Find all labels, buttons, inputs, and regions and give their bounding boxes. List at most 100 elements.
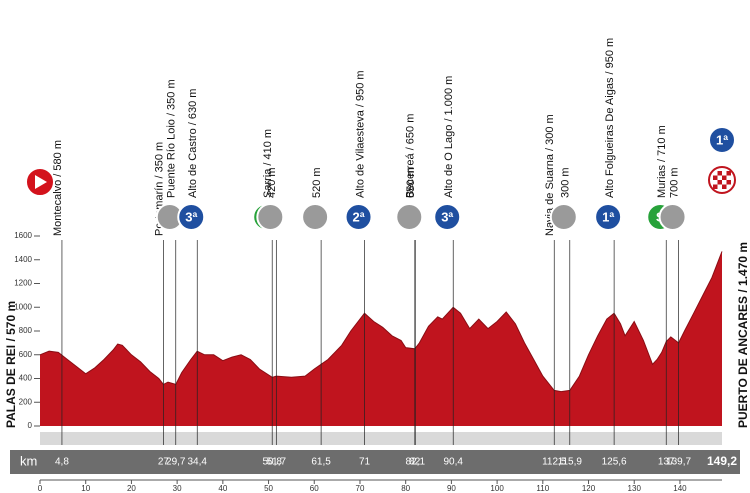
x-tick-label: 30 [173,484,182,493]
km-bar [10,450,740,474]
km-label: 27 [158,457,170,468]
icon-circle [433,203,462,231]
x-tick-label: 80 [401,484,410,493]
icon-badge: 3ª [185,209,197,224]
waypoint-label: Alto de Vilaesteva / 950 m [354,70,366,198]
waypoint-label: 420 m [266,167,278,198]
x-tick-label: 50 [264,484,273,493]
checker [717,171,722,176]
icon-circle [658,203,687,231]
icon-circle [708,126,736,154]
km-label: 29,7 [166,457,186,468]
checker [713,175,718,180]
icon-circle [301,203,330,231]
waypoint-label: Puente Río Loio / 350 m [166,79,178,198]
x-tick-label: 100 [490,484,504,493]
elevation-profile [39,251,723,393]
waypoint-icon: 1ª [708,126,736,154]
waypoint-icon [549,203,578,231]
y-tick-label: 1000 [14,302,32,311]
finish-label: PUERTO DE ANCARES / 1.470 m [736,242,750,428]
x-tick-label: 70 [356,484,365,493]
km-label: 61,5 [311,457,331,468]
checker [726,171,731,176]
y-tick-label: 1600 [14,231,32,240]
checker [717,180,722,185]
waypoint-label: Montecalvo / 580 m [52,140,64,236]
km-label: 51,7 [267,457,287,468]
km-label: 112,5 [542,457,567,468]
y-tick-label: 0 [28,421,33,430]
x-tick-label: 140 [673,484,687,493]
checker [726,180,731,185]
y-tick-label: 1200 [14,279,32,288]
waypoint-label: 650 m [405,167,417,198]
km-label: 137 [658,457,675,468]
x-tick-label: 130 [628,484,642,493]
y-tick-label: 1400 [14,255,32,264]
km-label: 50,8 [262,457,282,468]
start-icon [25,167,55,197]
waypoint-label: Alto Folgueiras De Aigas / 950 m [604,38,616,198]
icon-circle [177,203,206,231]
finish-icon [708,166,736,194]
icon-badge: 2ª [353,209,365,224]
waypoint-label: Alto de Castro / 630 m [187,89,199,198]
x-tick-label: 20 [127,484,136,493]
km-label: 149,2 [707,454,737,468]
start-label: PALAS DE REI / 570 m [4,301,18,428]
km-label: 71 [359,457,371,468]
km-label: 90,4 [443,457,463,468]
icon-circle [395,203,424,231]
x-tick-label: 0 [38,484,43,493]
x-tick-label: 60 [310,484,319,493]
km-label: 34,4 [188,457,208,468]
x-tick-label: 110 [536,484,549,493]
waypoint-label: 700 m [668,167,680,198]
icon-badge: 3ª [441,209,453,224]
elevation-fill [40,251,722,426]
icon-circle [344,203,373,231]
km-axis-label: km [20,453,37,468]
x-tick-label: 90 [447,484,456,493]
x-tick-label: 40 [218,484,227,493]
waypoint-label: 300 m [560,167,572,198]
baseline-strip [40,432,722,445]
waypoint-icon [658,203,687,231]
y-tick-label: 400 [19,374,33,383]
x-tick-label: 120 [582,484,596,493]
waypoint-label: 520 m [311,167,323,198]
icon-circle [256,203,285,231]
waypoint-icon [395,203,424,231]
waypoint-icon [301,203,330,231]
waypoint-icon [256,203,285,231]
y-tick-label: 800 [19,326,33,335]
icon-circle [594,203,623,231]
waypoint-icon: 3ª [177,203,206,231]
km-label: 125,6 [602,457,627,468]
waypoint-icon: 3ª [433,203,462,231]
km-label: 4,8 [55,457,69,468]
x-tick-label: 10 [81,484,90,493]
y-tick-label: 200 [19,397,33,406]
checker [722,175,727,180]
waypoint-label: Becerreá / 650 m [405,114,417,198]
y-tick-label: 600 [19,350,33,359]
km-label: 139,7 [666,457,691,468]
km-label: 115,9 [558,457,583,468]
icon-circle [549,203,578,231]
icon-badge: 1ª [602,209,614,224]
waypoint-label: Alto de O Lago / 1.000 m [443,76,455,198]
checker [713,184,718,189]
waypoint-icon: 1ª [594,203,623,231]
waypoint-label: Sarria / 410 m [262,129,274,198]
waypoint-label: Murias / 710 m [656,125,668,198]
km-label: 82,1 [406,457,426,468]
checker [722,184,727,189]
waypoint-label: Navia de Suarna / 300 m [544,114,556,236]
icon-badge: 1ª [716,132,728,147]
km-label: 82 [409,457,421,468]
waypoint-icon: 2ª [344,203,373,231]
